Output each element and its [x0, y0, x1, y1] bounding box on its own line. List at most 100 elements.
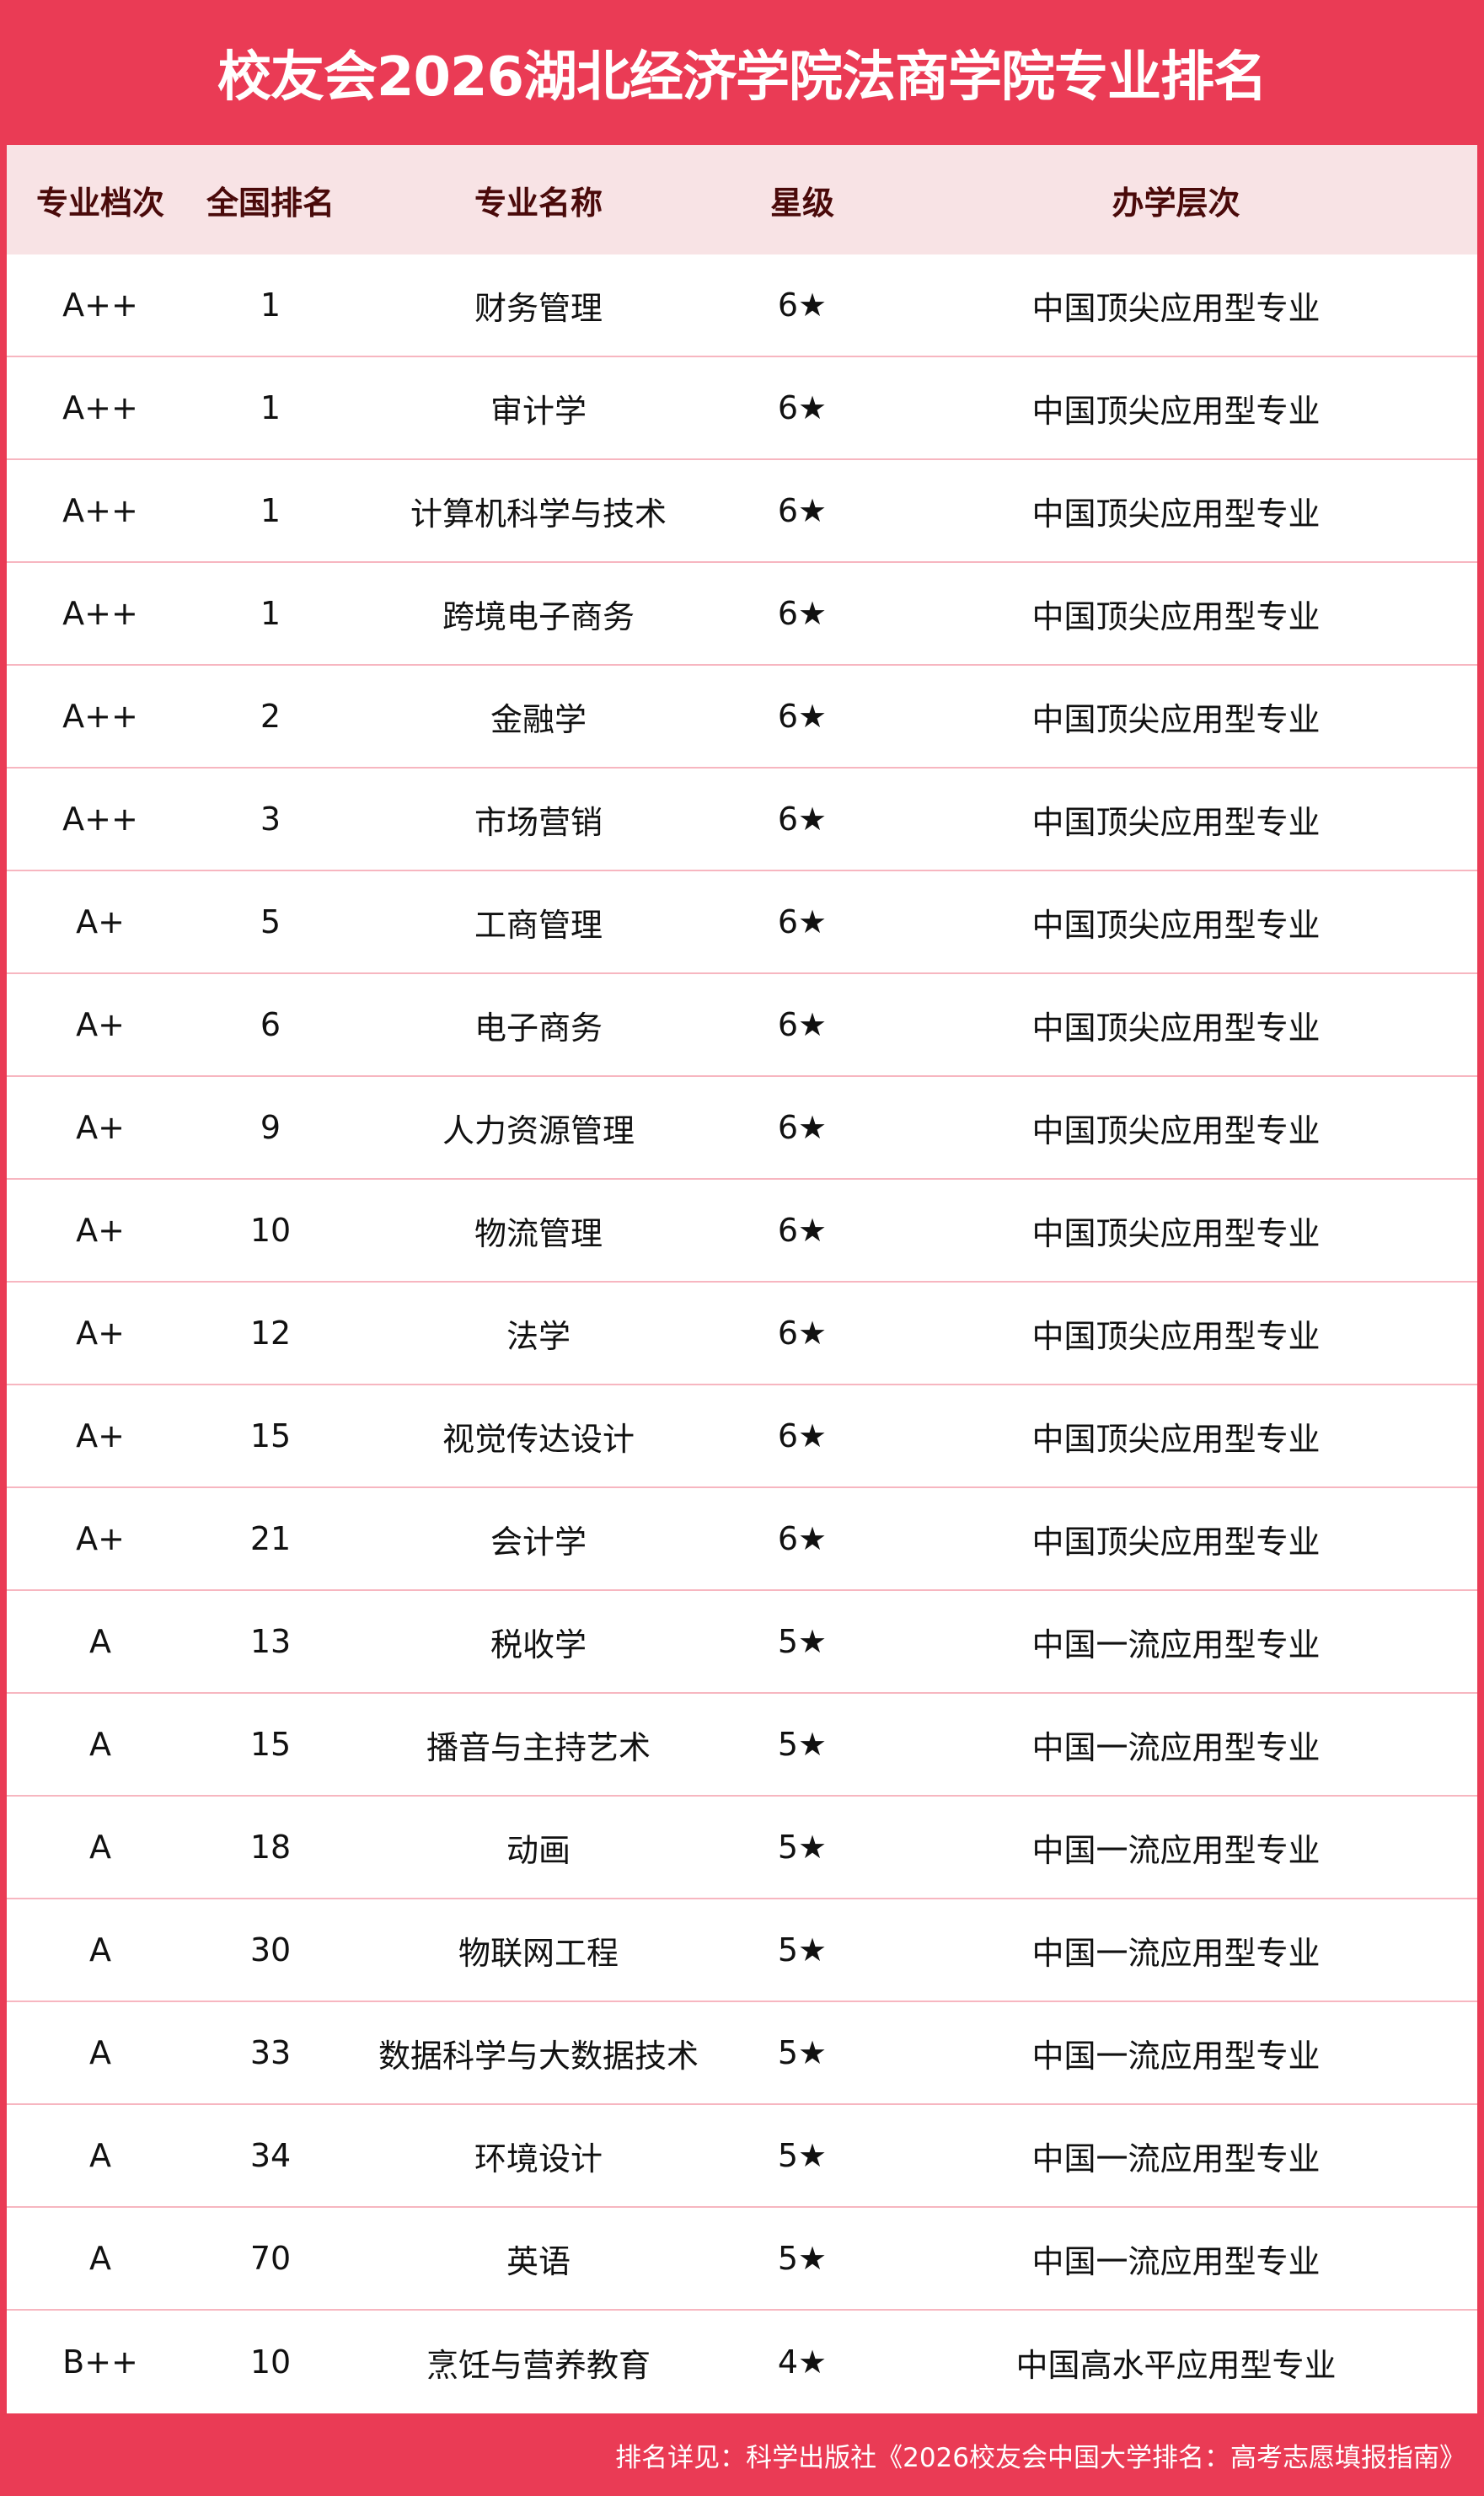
cell-national-rank: 9 — [260, 1109, 281, 1146]
cell-star-level: 5★ — [777, 1931, 828, 1968]
table-row: A++ 1 跨境电子商务 6★ 中国顶尖应用型专业 — [7, 563, 1477, 666]
cell-national-rank: 10 — [249, 1212, 292, 1249]
cell-tier: A — [89, 1623, 111, 1660]
cell-national-rank: 33 — [249, 2034, 292, 2071]
cell-level: 中国顶尖应用型专业 — [1031, 289, 1321, 327]
cell-tier: A++ — [62, 801, 138, 838]
table-row: A 13 税收学 5★ 中国一流应用型专业 — [7, 1591, 1477, 1694]
cell-star-level: 6★ — [777, 595, 828, 632]
cell-tier: A+ — [76, 1417, 125, 1454]
cell-tier: A++ — [62, 595, 138, 632]
cell-level: 中国一流应用型专业 — [1031, 1626, 1321, 1663]
cell-star-level: 6★ — [777, 389, 828, 426]
cell-national-rank: 18 — [249, 1829, 292, 1866]
cell-major-name: 财务管理 — [474, 289, 603, 327]
table-row: A++ 1 审计学 6★ 中国顶尖应用型专业 — [7, 357, 1477, 460]
cell-tier: A — [89, 1726, 111, 1763]
cell-level: 中国顶尖应用型专业 — [1031, 1420, 1321, 1458]
table-row: A+ 5 工商管理 6★ 中国顶尖应用型专业 — [7, 871, 1477, 974]
table-row: A 34 环境设计 5★ 中国一流应用型专业 — [7, 2105, 1477, 2208]
cell-national-rank: 30 — [249, 1931, 292, 1968]
cell-tier: A+ — [76, 1520, 125, 1557]
header-level: 办学层次 — [1112, 184, 1240, 222]
cell-major-name: 会计学 — [490, 1523, 587, 1561]
cell-star-level: 6★ — [777, 801, 828, 838]
cell-major-name: 电子商务 — [474, 1009, 603, 1047]
cell-national-rank: 13 — [249, 1623, 292, 1660]
cell-star-level: 4★ — [777, 2343, 828, 2381]
cell-major-name: 计算机科学与技术 — [410, 495, 667, 533]
cell-star-level: 6★ — [777, 492, 828, 529]
cell-major-name: 审计学 — [490, 392, 587, 430]
cell-national-rank: 21 — [249, 1520, 292, 1557]
table-row: A+ 6 电子商务 6★ 中国顶尖应用型专业 — [7, 974, 1477, 1077]
cell-major-name: 物流管理 — [474, 1214, 603, 1252]
cell-national-rank: 3 — [260, 801, 281, 838]
cell-star-level: 6★ — [777, 698, 828, 735]
cell-star-level: 5★ — [777, 1829, 828, 1866]
cell-national-rank: 6 — [260, 1006, 281, 1043]
cell-major-name: 物联网工程 — [458, 1934, 619, 1972]
cell-major-name: 跨境电子商务 — [442, 597, 635, 635]
cell-tier: A — [89, 2240, 111, 2277]
cell-level: 中国一流应用型专业 — [1031, 2242, 1321, 2280]
cell-level: 中国一流应用型专业 — [1031, 1728, 1321, 1766]
cell-level: 中国顶尖应用型专业 — [1031, 803, 1321, 841]
cell-major-name: 动画 — [506, 1831, 571, 1869]
table-row: A+ 15 视觉传达设计 6★ 中国顶尖应用型专业 — [7, 1385, 1477, 1488]
cell-star-level: 6★ — [777, 903, 828, 940]
cell-major-name: 金融学 — [490, 700, 587, 738]
cell-star-level: 6★ — [777, 287, 828, 324]
cell-tier: A+ — [76, 1315, 125, 1352]
cell-national-rank: 70 — [249, 2240, 292, 2277]
cell-tier: B++ — [62, 2343, 138, 2381]
cell-tier: A+ — [76, 1109, 125, 1146]
cell-tier: A++ — [62, 287, 138, 324]
cell-major-name: 环境设计 — [474, 2140, 603, 2177]
cell-level: 中国顶尖应用型专业 — [1031, 1523, 1321, 1561]
cell-star-level: 6★ — [777, 1212, 828, 1249]
table-row: A+ 21 会计学 6★ 中国顶尖应用型专业 — [7, 1488, 1477, 1591]
header-star-level: 星级 — [769, 184, 834, 222]
ranking-table: 专业档次 全国排名 专业名称 星级 办学层次 A++ 1 财务管理 6★ 中国顶尖应用型… — [7, 145, 1477, 2413]
cell-star-level: 6★ — [777, 1109, 828, 1146]
table-row: A++ 1 计算机科学与技术 6★ 中国顶尖应用型专业 — [7, 460, 1477, 563]
cell-star-level: 5★ — [777, 1623, 828, 1660]
cell-national-rank: 10 — [249, 2343, 292, 2381]
cell-national-rank: 1 — [260, 287, 281, 324]
cell-national-rank: 34 — [249, 2137, 292, 2174]
cell-tier: A+ — [76, 1006, 125, 1043]
cell-national-rank: 15 — [249, 1726, 292, 1763]
header-tier: 专业档次 — [35, 184, 164, 222]
table-row: A+ 10 物流管理 6★ 中国顶尖应用型专业 — [7, 1180, 1477, 1283]
cell-level: 中国顶尖应用型专业 — [1031, 392, 1321, 430]
cell-national-rank: 2 — [260, 698, 281, 735]
table-row: A++ 2 金融学 6★ 中国顶尖应用型专业 — [7, 666, 1477, 769]
cell-star-level: 6★ — [777, 1006, 828, 1043]
cell-star-level: 5★ — [777, 2240, 828, 2277]
cell-tier: A — [89, 2137, 111, 2174]
cell-major-name: 人力资源管理 — [442, 1111, 635, 1149]
cell-tier: A — [89, 1931, 111, 1968]
cell-level: 中国顶尖应用型专业 — [1031, 700, 1321, 738]
cell-level: 中国高水平应用型专业 — [1015, 2346, 1337, 2384]
cell-tier: A++ — [62, 389, 138, 426]
source-footer: 排名详见：科学出版社《2026校友会中国大学排名：高考志愿填报指南》 — [615, 2443, 1465, 2473]
cell-national-rank: 1 — [260, 492, 281, 529]
cell-national-rank: 15 — [249, 1417, 292, 1454]
cell-level: 中国一流应用型专业 — [1031, 2140, 1321, 2177]
cell-star-level: 5★ — [777, 2034, 828, 2071]
cell-major-name: 播音与主持艺术 — [426, 1728, 651, 1766]
cell-major-name: 数据科学与大数据技术 — [378, 2037, 699, 2075]
cell-level: 中国一流应用型专业 — [1031, 1831, 1321, 1869]
cell-tier: A++ — [62, 492, 138, 529]
cell-national-rank: 12 — [249, 1315, 292, 1352]
cell-tier: A — [89, 1829, 111, 1866]
cell-major-name: 税收学 — [490, 1626, 587, 1663]
cell-tier: A+ — [76, 1212, 125, 1249]
cell-major-name: 法学 — [506, 1317, 571, 1355]
table-header-row: 专业档次 全国排名 专业名称 星级 办学层次 — [7, 145, 1477, 254]
cell-level: 中国顶尖应用型专业 — [1031, 1214, 1321, 1252]
cell-level: 中国顶尖应用型专业 — [1031, 1317, 1321, 1355]
cell-major-name: 英语 — [506, 2242, 571, 2280]
